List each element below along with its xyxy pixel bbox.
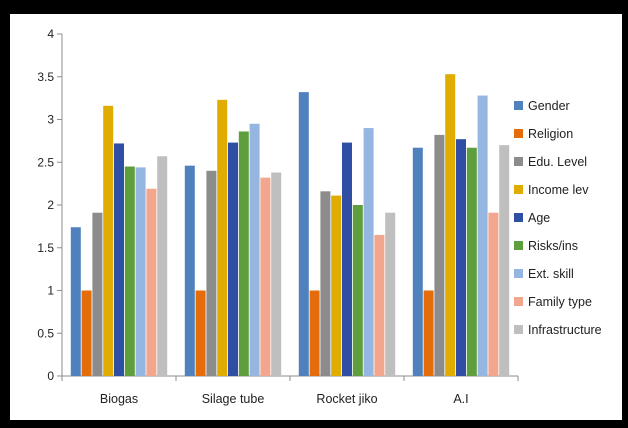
bar [206, 170, 217, 376]
legend-swatch [514, 241, 523, 250]
bar [331, 195, 342, 376]
bar [342, 142, 352, 376]
bar [114, 143, 124, 376]
bar [260, 177, 271, 376]
bar [103, 105, 114, 376]
x-category-label: Rocket jiko [316, 392, 377, 406]
bar [157, 156, 168, 376]
bar [488, 212, 499, 376]
legend-label: Religion [528, 127, 573, 141]
y-tick-label: 0.5 [37, 326, 54, 340]
bar [249, 123, 260, 377]
bar [499, 145, 510, 376]
bar [146, 188, 157, 376]
y-tick-label: 0 [47, 369, 54, 383]
bar [385, 212, 396, 376]
bar [466, 147, 477, 376]
bar [70, 227, 81, 376]
bar-chart: 0 0.5 1 1.5 2 2.5 3 3.5 4 Biogas Silage tube Rocket… [37, 27, 602, 406]
bar [352, 205, 363, 376]
legend-swatch [514, 213, 523, 222]
bar [124, 166, 135, 376]
legend-label: Age [528, 211, 550, 225]
bar [238, 131, 249, 376]
legend-swatch [514, 101, 523, 110]
bar [271, 172, 282, 376]
y-tick-label: 2.5 [37, 155, 54, 169]
bar [195, 290, 206, 376]
x-category-label: A.I [453, 392, 468, 406]
legend-label: Infrastructure [528, 323, 602, 337]
bar [81, 290, 92, 376]
y-tick-label: 1.5 [37, 241, 54, 255]
y-tick-label: 3 [47, 113, 54, 127]
bar [320, 191, 331, 376]
bar [184, 165, 195, 376]
legend-label: Income lev [528, 183, 589, 197]
x-category-label: Biogas [100, 392, 138, 406]
bar [445, 74, 456, 376]
y-tick-label: 4 [47, 27, 54, 41]
y-tick-label: 3.5 [37, 70, 54, 84]
bar [217, 99, 228, 377]
bar [228, 142, 238, 376]
chart-frame: 0 0.5 1 1.5 2 2.5 3 3.5 4 Biogas Silage tube Rocket… [10, 14, 622, 420]
legend-swatch [514, 297, 523, 306]
legend-swatch [514, 129, 523, 138]
bar [456, 139, 466, 376]
bar [309, 290, 320, 376]
legend-label: Risks/ins [528, 239, 578, 253]
bar [363, 128, 374, 376]
legend-label: Ext. skill [528, 267, 574, 281]
legend-swatch [514, 185, 523, 194]
bar [412, 147, 423, 376]
bars [70, 74, 510, 377]
bar [423, 290, 434, 376]
bar [477, 95, 488, 376]
bar [374, 234, 385, 376]
legend-label: Family type [528, 295, 592, 309]
bar [434, 134, 445, 376]
bar [298, 92, 309, 376]
legend: Gender Religion Edu. Level Income lev Age Ris… [514, 99, 602, 337]
bar [92, 212, 103, 376]
legend-label: Gender [528, 99, 570, 113]
bar [135, 167, 146, 376]
legend-swatch [514, 269, 523, 278]
y-tick-label: 2 [47, 198, 54, 212]
axes: 0 0.5 1 1.5 2 2.5 3 3.5 4 Biogas Silage tube Rocket… [37, 27, 519, 406]
y-tick-label: 1 [47, 284, 54, 298]
x-category-label: Silage tube [202, 392, 265, 406]
legend-label: Edu. Level [528, 155, 587, 169]
legend-swatch [514, 157, 523, 166]
legend-swatch [514, 325, 523, 334]
